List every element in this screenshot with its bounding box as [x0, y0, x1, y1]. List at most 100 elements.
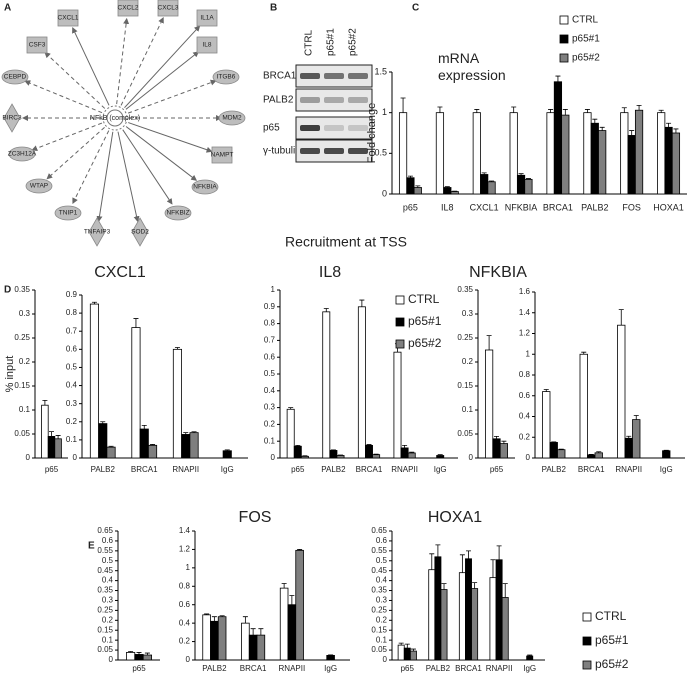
- y-tick-label: 0.6: [264, 352, 276, 361]
- y-tick-label: 0.55: [97, 546, 113, 555]
- x-tick-label: RNAPII: [391, 465, 418, 474]
- error-bar: [407, 175, 413, 178]
- bar: [210, 620, 219, 661]
- y-tick-label: 0.65: [371, 526, 387, 535]
- legend-label: p65#2: [572, 53, 600, 64]
- error-bar: [562, 109, 568, 116]
- bar: [286, 408, 295, 459]
- bar: [579, 353, 588, 459]
- bar: [487, 181, 496, 195]
- blot-band: [348, 148, 368, 154]
- bar: [443, 187, 452, 195]
- blot-row-label: PALB2: [263, 95, 294, 106]
- y-tick-label: 0.3: [19, 309, 31, 318]
- error-bar: [474, 109, 480, 113]
- x-tick-label: PALB2: [542, 465, 567, 474]
- bar: [126, 652, 136, 661]
- bar: [287, 604, 297, 661]
- bar: [624, 437, 633, 459]
- error-bar: [410, 648, 416, 652]
- error-bar: [551, 441, 557, 443]
- bar: [480, 174, 489, 195]
- bar: [106, 446, 116, 459]
- error-bar: [415, 185, 421, 188]
- chart-title: IL8: [319, 264, 341, 281]
- error-bar: [621, 107, 627, 113]
- error-bar: [136, 652, 142, 655]
- x-tick-label: RNAPII: [486, 664, 513, 673]
- y-tick-label: 1.4: [179, 526, 191, 535]
- panel-label: E: [88, 541, 95, 552]
- y-tick-label: 0.8: [66, 308, 78, 317]
- error-bar: [496, 545, 502, 560]
- bar: [526, 655, 534, 661]
- error-bar: [400, 97, 406, 113]
- x-tick-label: PALB2: [426, 664, 451, 673]
- bar: [139, 428, 149, 459]
- error-bar: [435, 544, 441, 557]
- y-tick-label: 0.4: [376, 576, 388, 585]
- bar: [465, 558, 472, 661]
- bar: [632, 419, 641, 459]
- panel-label: A: [4, 3, 11, 14]
- bar: [147, 444, 158, 459]
- network-node-label: WTAP: [30, 183, 48, 190]
- y-tick-label: 0.1: [264, 436, 276, 445]
- error-bar: [548, 109, 554, 113]
- y-tick-label: 0: [109, 655, 114, 664]
- legend-swatch: [559, 53, 569, 63]
- y-tick-label: 0.6: [102, 536, 114, 545]
- chart-title: mRNA expression: [438, 50, 506, 83]
- network-node-label: NFKBIZ: [166, 210, 189, 217]
- error-bar: [543, 389, 549, 392]
- network-node-label: IL1A: [200, 15, 214, 22]
- bar: [428, 569, 436, 661]
- error-bar: [592, 118, 598, 124]
- legend-swatch: [559, 34, 569, 44]
- error-bar: [441, 583, 447, 590]
- y-tick-label: 0.2: [102, 615, 114, 624]
- bar: [671, 132, 681, 195]
- error-bar: [527, 654, 533, 657]
- error-bar: [338, 454, 344, 456]
- blot-band: [324, 73, 344, 79]
- bar: [492, 438, 501, 459]
- y-tick-label: 0.8: [519, 370, 531, 379]
- x-tick-label: p65: [403, 202, 418, 212]
- x-tick-label: IgG: [434, 465, 447, 474]
- network-center-label: NFkB (complex): [90, 115, 140, 122]
- error-bar: [288, 407, 294, 410]
- bar: [329, 450, 338, 459]
- y-tick-label: 0: [186, 655, 191, 664]
- network-node: [26, 36, 48, 54]
- error-bar: [366, 444, 372, 446]
- bar: [509, 112, 518, 195]
- y-tick-label: 1.5: [374, 66, 387, 76]
- bar: [495, 559, 503, 661]
- y-tick-label: 0.15: [14, 381, 30, 390]
- bar: [436, 455, 445, 459]
- bar: [664, 126, 673, 195]
- y-tick-label: 0.35: [14, 285, 30, 294]
- error-bar: [636, 104, 642, 111]
- bar: [300, 455, 309, 459]
- bar: [546, 112, 555, 195]
- error-bar: [629, 130, 635, 136]
- bar: [590, 122, 599, 195]
- network-edge: [125, 126, 198, 181]
- error-bar: [658, 109, 664, 113]
- bar: [524, 178, 533, 195]
- y-tick-label: 0.3: [102, 596, 114, 605]
- x-tick-label: CXCL1: [470, 202, 499, 212]
- bar: [440, 589, 448, 661]
- y-tick-label: 0.3: [264, 403, 276, 412]
- bar: [435, 112, 445, 195]
- y-tick-label: 0.6: [66, 344, 78, 353]
- x-tick-label: PALB2: [321, 465, 346, 474]
- network-node-label: MDM2: [222, 115, 242, 122]
- bar: [293, 445, 302, 459]
- x-tick-label: p65: [132, 664, 146, 673]
- legend-swatch: [582, 612, 592, 622]
- x-tick-label: RNAPII: [172, 465, 199, 474]
- x-tick-label: BRCA1: [356, 465, 383, 474]
